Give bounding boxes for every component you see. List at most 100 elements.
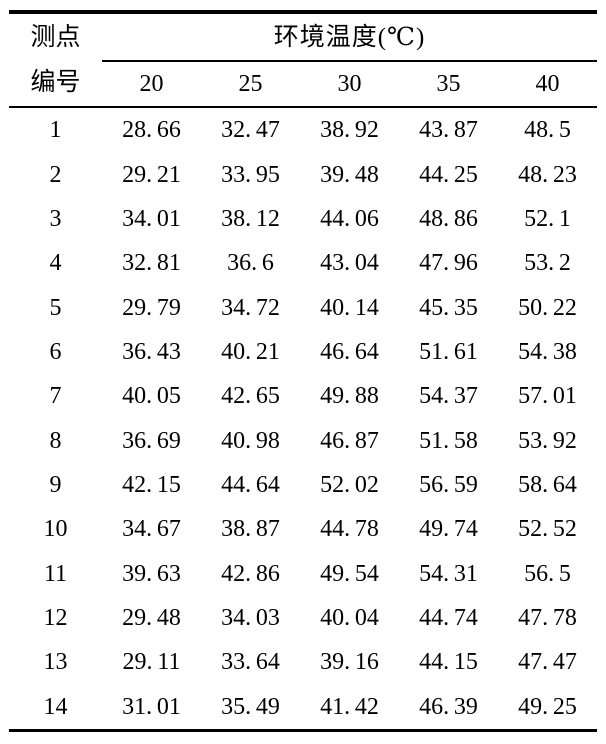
table-row: 6 36. 43 40. 21 46. 64 51. 61 54. 38 bbox=[9, 330, 597, 374]
point-number-cell: 8 bbox=[49, 427, 62, 454]
point-number-cell: 10 bbox=[43, 516, 68, 543]
temperature-value-cell: 42. 65 bbox=[221, 383, 280, 410]
point-number-cell: 12 bbox=[43, 604, 68, 631]
temperature-value-cell: 46. 64 bbox=[320, 338, 379, 365]
temperature-value-cell: 57. 01 bbox=[518, 383, 577, 410]
point-number-cell: 6 bbox=[49, 338, 62, 365]
table-row: 4 32. 81 36. 6 43. 04 47. 96 53. 2 bbox=[9, 241, 597, 285]
table-row: 13 29. 11 33. 64 39. 16 44. 15 47. 47 bbox=[9, 640, 597, 684]
point-number-cell: 2 bbox=[49, 161, 62, 188]
temperature-value-cell: 38. 12 bbox=[221, 205, 280, 232]
temperature-value-cell: 44. 25 bbox=[419, 161, 478, 188]
point-number-cell: 13 bbox=[43, 649, 68, 676]
point-number-cell: 1 bbox=[49, 117, 62, 144]
temperature-value-cell: 50. 22 bbox=[518, 294, 577, 321]
temperature-value-cell: 39. 63 bbox=[122, 560, 181, 587]
row-header-title: 测点 编号 bbox=[9, 12, 102, 108]
temperature-value-cell: 34. 01 bbox=[122, 205, 181, 232]
point-number-cell: 11 bbox=[43, 560, 68, 587]
point-number-cell: 9 bbox=[49, 471, 62, 498]
temperature-value-cell: 52. 1 bbox=[524, 205, 571, 232]
temperature-value-cell: 44. 78 bbox=[320, 516, 379, 543]
temperature-columns-row: 20 25 30 35 40 bbox=[9, 61, 598, 108]
temperature-value-cell: 48. 23 bbox=[518, 161, 577, 188]
temperature-value-cell: 31. 01 bbox=[122, 693, 181, 720]
temperature-column-header-35: 35 bbox=[399, 61, 498, 108]
temperature-value-cell: 56. 59 bbox=[419, 471, 478, 498]
temperature-value-cell: 34. 03 bbox=[221, 604, 280, 631]
temperature-column-header-30: 30 bbox=[300, 61, 399, 108]
table-row: 11 39. 63 42. 86 49. 54 54. 31 56. 5 bbox=[9, 551, 597, 595]
temperature-value-cell: 49. 25 bbox=[518, 693, 577, 720]
table-row: 14 31. 01 35. 49 41. 42 46. 39 49. 25 bbox=[9, 684, 597, 730]
temperature-value-cell: 47. 96 bbox=[419, 250, 478, 277]
point-number-cell: 14 bbox=[43, 693, 68, 720]
temperature-value-cell: 36. 6 bbox=[227, 250, 274, 277]
temperature-value-cell: 33. 64 bbox=[221, 649, 280, 676]
temperature-value-cell: 44. 74 bbox=[419, 604, 478, 631]
temperature-value-cell: 49. 74 bbox=[419, 516, 478, 543]
temperature-value-cell: 42. 86 bbox=[221, 560, 280, 587]
group-header-label: 环境温度(℃) bbox=[102, 12, 598, 62]
group-header-row: 测点 编号 环境温度(℃) bbox=[9, 12, 598, 108]
temperature-value-cell: 41. 42 bbox=[320, 693, 379, 720]
temperature-value-cell: 51. 61 bbox=[419, 338, 478, 365]
temperature-value-cell: 36. 43 bbox=[122, 338, 181, 365]
temperature-value-cell: 34. 72 bbox=[221, 294, 280, 321]
temperature-value-cell: 29. 48 bbox=[122, 604, 181, 631]
table-body: 1 28. 66 32. 47 38. 92 43. 87 48. 5 2 29. 21 33.… bbox=[9, 107, 597, 730]
temperature-column-header-40: 40 bbox=[498, 61, 598, 108]
row-header-line2: 编号 bbox=[30, 69, 81, 96]
table-row: 8 36. 69 40. 98 46. 87 51. 58 53. 92 bbox=[9, 418, 597, 462]
temperature-value-cell: 40. 04 bbox=[320, 604, 379, 631]
point-number-cell: 7 bbox=[49, 383, 62, 410]
temperature-measurement-table: 测点 编号 环境温度(℃) 20 25 30 35 40 1 28. 66 32. 47 38… bbox=[9, 10, 598, 732]
table-row: 12 29. 48 34. 03 40. 04 44. 74 47. 78 bbox=[9, 596, 597, 640]
temperature-value-cell: 45. 35 bbox=[419, 294, 478, 321]
temperature-value-cell: 44. 06 bbox=[320, 205, 379, 232]
temperature-value-cell: 40. 14 bbox=[320, 294, 379, 321]
temperature-value-cell: 43. 04 bbox=[320, 250, 379, 277]
table-row: 9 42. 15 44. 64 52. 02 56. 59 58. 64 bbox=[9, 463, 597, 507]
temperature-value-cell: 38. 87 bbox=[221, 516, 280, 543]
table-header: 测点 编号 环境温度(℃) 20 25 30 35 40 bbox=[9, 12, 598, 108]
temperature-value-cell: 43. 87 bbox=[419, 117, 478, 144]
temperature-value-cell: 54. 31 bbox=[419, 560, 478, 587]
temperature-value-cell: 54. 38 bbox=[518, 338, 577, 365]
table-row: 7 40. 05 42. 65 49. 88 54. 37 57. 01 bbox=[9, 374, 597, 418]
temperature-column-header-25: 25 bbox=[201, 61, 300, 108]
temperature-value-cell: 33. 95 bbox=[221, 161, 280, 188]
temperature-value-cell: 53. 2 bbox=[524, 250, 571, 277]
temperature-value-cell: 44. 64 bbox=[221, 471, 280, 498]
temperature-value-cell: 58. 64 bbox=[518, 471, 577, 498]
temperature-value-cell: 48. 5 bbox=[524, 117, 571, 144]
temperature-value-cell: 32. 81 bbox=[122, 250, 181, 277]
temperature-value-cell: 35. 49 bbox=[221, 693, 280, 720]
temperature-value-cell: 46. 87 bbox=[320, 427, 379, 454]
temperature-value-cell: 29. 21 bbox=[122, 161, 181, 188]
temperature-value-cell: 49. 54 bbox=[320, 560, 379, 587]
temperature-value-cell: 52. 02 bbox=[320, 471, 379, 498]
temperature-value-cell: 54. 37 bbox=[419, 383, 478, 410]
row-header-line1: 测点 bbox=[30, 24, 81, 51]
temperature-value-cell: 39. 48 bbox=[320, 161, 379, 188]
point-number-cell: 3 bbox=[49, 205, 62, 232]
temperature-value-cell: 53. 92 bbox=[518, 427, 577, 454]
temperature-value-cell: 40. 98 bbox=[221, 427, 280, 454]
table-row: 3 34. 01 38. 12 44. 06 48. 86 52. 1 bbox=[9, 197, 597, 241]
temperature-value-cell: 28. 66 bbox=[122, 117, 181, 144]
temperature-column-header-20: 20 bbox=[102, 61, 201, 108]
temperature-value-cell: 38. 92 bbox=[320, 117, 379, 144]
temperature-value-cell: 40. 05 bbox=[122, 383, 181, 410]
point-number-cell: 4 bbox=[49, 250, 62, 277]
temperature-value-cell: 36. 69 bbox=[122, 427, 181, 454]
temperature-value-cell: 44. 15 bbox=[419, 649, 478, 676]
table-row: 2 29. 21 33. 95 39. 48 44. 25 48. 23 bbox=[9, 152, 597, 196]
temperature-value-cell: 49. 88 bbox=[320, 383, 379, 410]
table-row: 5 29. 79 34. 72 40. 14 45. 35 50. 22 bbox=[9, 285, 597, 329]
temperature-value-cell: 34. 67 bbox=[122, 516, 181, 543]
temperature-value-cell: 29. 11 bbox=[122, 649, 181, 676]
temperature-value-cell: 42. 15 bbox=[122, 471, 181, 498]
temperature-value-cell: 40. 21 bbox=[221, 338, 280, 365]
